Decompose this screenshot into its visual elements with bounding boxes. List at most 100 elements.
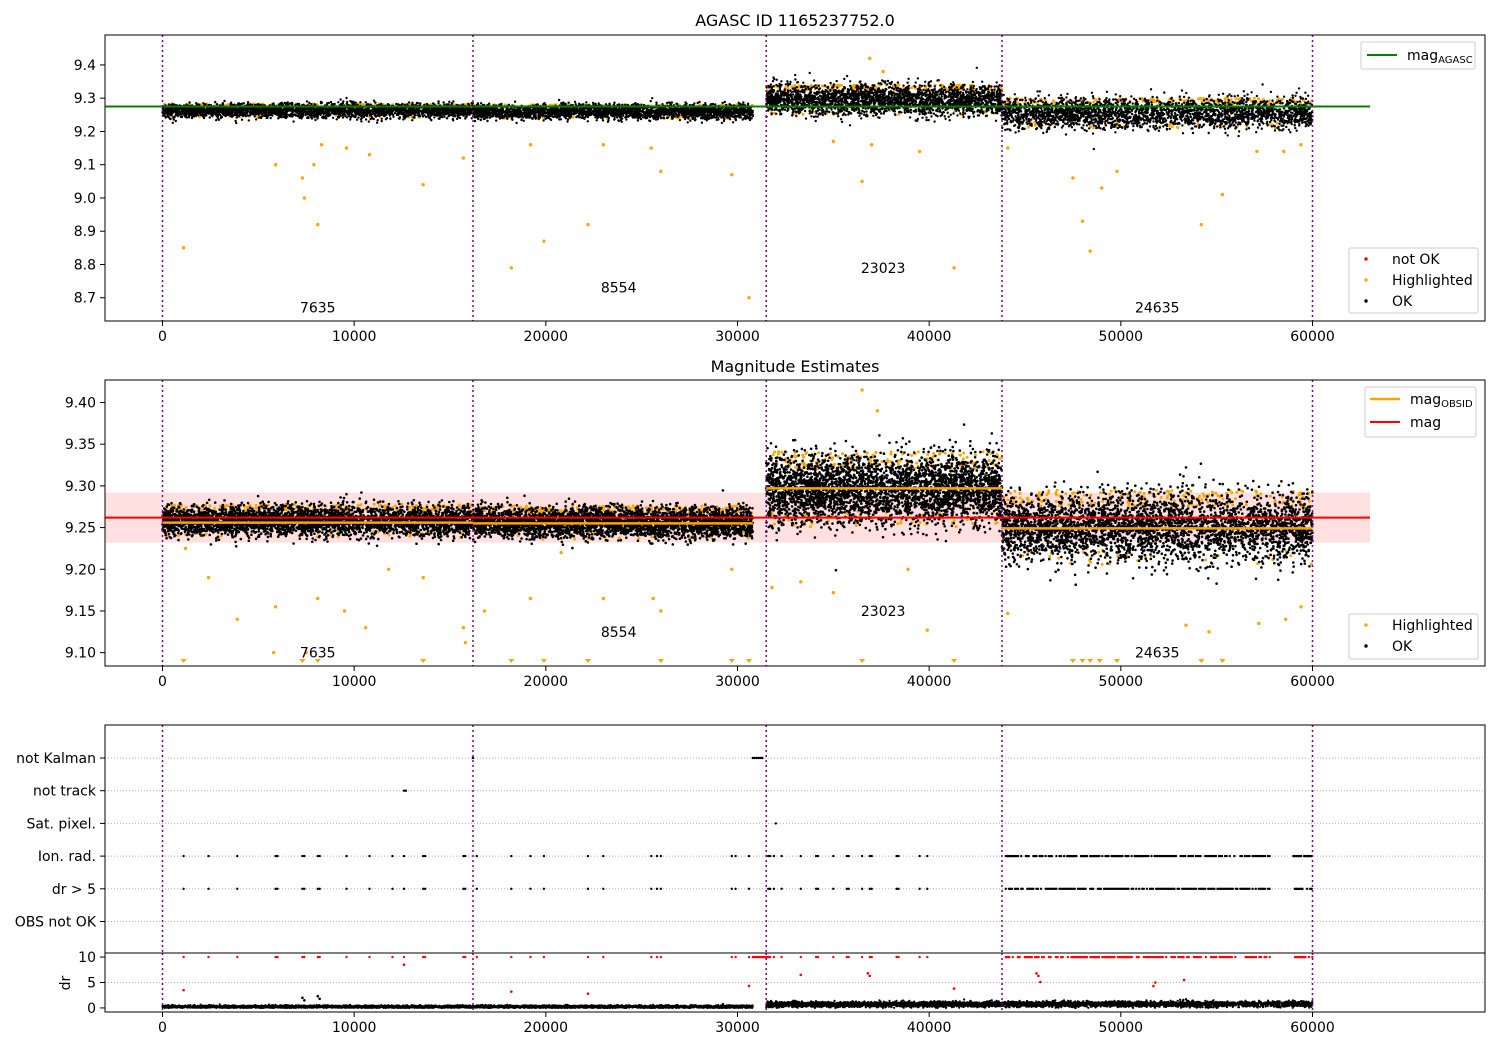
obsid-label: 24635 (1135, 646, 1180, 662)
highlighted-point (925, 628, 929, 632)
highlighted-point (601, 596, 606, 601)
ok-points-24635 (1000, 83, 1314, 151)
highlighted-point (747, 296, 751, 300)
legend-not-ok-label: not OK (1392, 252, 1440, 268)
highlighted-point (860, 179, 864, 184)
dr-outlier-red (1152, 984, 1155, 988)
y-tick-label: 8.7 (74, 291, 96, 307)
out-of-range-marker (420, 659, 427, 663)
legend-2-highlighted-label: Highlighted (1392, 618, 1473, 634)
panel-2-frame (104, 379, 1486, 667)
out-of-range-marker (1114, 659, 1120, 663)
dr-outlier-red (799, 973, 803, 977)
y-tick-label: 5 (87, 976, 96, 992)
highlighted-point (868, 56, 872, 60)
highlighted-point (1299, 605, 1303, 609)
x-tick-label: 0 (158, 1020, 167, 1036)
dr-outlier-red (868, 974, 872, 978)
panel-1-x-axis: 0 10000 20000 30000 40000 50000 60000 (158, 321, 1335, 345)
out-of-range-marker (746, 659, 752, 663)
y-tick-label: 9.25 (65, 521, 96, 537)
out-of-range-marker (180, 659, 187, 663)
highlighted-point (651, 596, 655, 601)
dr-outlier-red (182, 988, 185, 992)
highlighted-point (659, 169, 663, 174)
highlighted-point (1071, 176, 1075, 180)
highlighted-point (799, 580, 803, 584)
highlighted-point (860, 388, 864, 392)
dr-points (765, 998, 1004, 1009)
dr-outlier-red (586, 992, 590, 995)
panel-4-y-axis: 0 5 10 (78, 950, 105, 1017)
highlighted-point (461, 625, 466, 630)
x-tick-label: 40000 (907, 674, 952, 690)
x-tick-label: 20000 (524, 329, 569, 345)
highlighted-point (463, 640, 468, 645)
dr-outlier-red (1037, 974, 1040, 978)
panel-1-title: AGASC ID 1165237752.0 (695, 11, 895, 30)
panel-1-legend-bottom-box (1348, 247, 1479, 314)
dr-points (472, 1002, 754, 1009)
dr-outlier-black (301, 996, 304, 1000)
panel-magnitude-estimates: Magnitude Estimates 7635 8554 23023 24635 0… (65, 357, 1486, 690)
obsid-label: 7635 (300, 646, 336, 662)
highlighted-point (1006, 611, 1010, 616)
highlighted-point (1282, 149, 1286, 154)
highlighted-point (649, 146, 653, 150)
y-tick-label: 9.10 (65, 646, 96, 662)
dr-outlier-red (402, 963, 406, 966)
flag-category-label: not track (33, 784, 97, 800)
legend-ok-swatch (1364, 299, 1368, 303)
out-of-range-marker (540, 659, 547, 663)
highlighted-point (206, 575, 211, 580)
highlighted-point (421, 575, 425, 580)
x-tick-label: 30000 (715, 329, 760, 345)
panel-1-plot-content: 7635 8554 23023 24635 (105, 35, 1370, 321)
out-of-range-marker (728, 659, 735, 663)
x-tick-label: 10000 (332, 1020, 377, 1036)
highlighted-point (461, 156, 466, 160)
panel-1-legend-top-box (1360, 41, 1476, 70)
highlighted-point (312, 162, 316, 167)
dr-outlier-red (1035, 972, 1038, 975)
highlighted-point (235, 617, 239, 622)
highlighted-point (1255, 149, 1259, 154)
y-tick-label: 9.30 (65, 479, 96, 495)
legend-2-highlighted-swatch (1364, 623, 1368, 627)
legend-2-ok-swatch (1364, 644, 1368, 648)
highlighted-point (273, 605, 278, 609)
highlighted-point (1184, 623, 1188, 627)
x-tick-label: 40000 (907, 329, 952, 345)
highlighted-point (542, 239, 546, 243)
highlighted-point (509, 266, 514, 270)
out-of-range-marker (1079, 659, 1086, 663)
dr-outlier-black (316, 994, 320, 998)
out-of-range-marker (1069, 659, 1076, 663)
highlighted-point (181, 246, 186, 250)
highlighted-point (586, 222, 590, 227)
legend-highlighted-label: Highlighted (1392, 273, 1473, 289)
x-tick-label: 0 (158, 674, 167, 690)
x-tick-label: 10000 (332, 329, 377, 345)
panel-2-x-axis: 0 10000 20000 30000 40000 50000 60000 (158, 666, 1335, 690)
y-tick-label: 9.40 (65, 396, 96, 412)
highlighted-point (300, 176, 305, 180)
ok-points-23023 (765, 66, 1004, 127)
x-tick-label: 60000 (1290, 1020, 1335, 1036)
highlighted-point (528, 143, 533, 147)
y-tick-label: 9.20 (65, 562, 96, 578)
highlighted-point (730, 567, 734, 571)
flag-category-label: dr > 5 (52, 882, 96, 898)
y-tick-label: 9.4 (74, 58, 96, 74)
out-of-range-marker (314, 659, 321, 663)
y-tick-label: 9.35 (65, 437, 96, 453)
x-tick-label: 60000 (1290, 329, 1335, 345)
legend-not-ok-swatch (1364, 257, 1368, 261)
x-tick-label: 60000 (1290, 674, 1335, 690)
highlighted-point (386, 567, 391, 571)
dr-outlier-red (1154, 981, 1157, 984)
panel-1-legend-top: magAGASC (1360, 41, 1476, 70)
highlighted-point (917, 149, 922, 154)
panel-4-x-axis: 0 10000 20000 30000 40000 50000 60000 (158, 1012, 1335, 1036)
